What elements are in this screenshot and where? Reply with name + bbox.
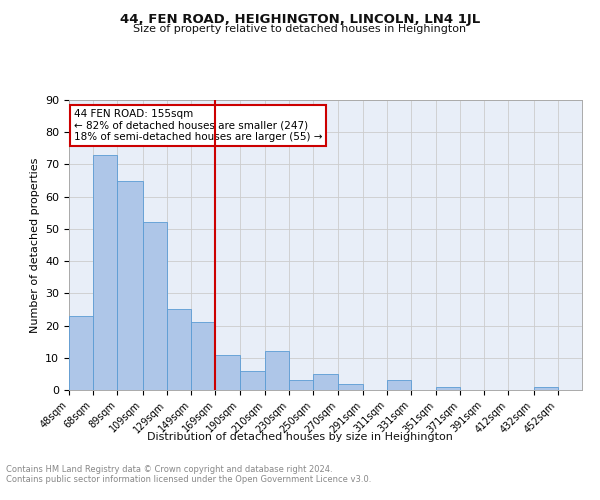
Bar [313, 374, 338, 390]
Y-axis label: Number of detached properties: Number of detached properties [29, 158, 40, 332]
Bar [338, 384, 363, 390]
Bar [69, 316, 93, 390]
Bar [533, 387, 558, 390]
Bar [143, 222, 167, 390]
Bar [387, 380, 412, 390]
Bar [191, 322, 215, 390]
Text: Distribution of detached houses by size in Heighington: Distribution of detached houses by size … [147, 432, 453, 442]
Text: 44 FEN ROAD: 155sqm
← 82% of detached houses are smaller (247)
18% of semi-detac: 44 FEN ROAD: 155sqm ← 82% of detached ho… [74, 108, 323, 142]
Text: Size of property relative to detached houses in Heighington: Size of property relative to detached ho… [133, 24, 467, 34]
Bar [265, 352, 289, 390]
Bar [118, 180, 143, 390]
Bar [289, 380, 313, 390]
Text: Contains HM Land Registry data © Crown copyright and database right 2024.
Contai: Contains HM Land Registry data © Crown c… [6, 465, 371, 484]
Bar [167, 310, 191, 390]
Bar [436, 387, 460, 390]
Bar [239, 370, 265, 390]
Text: 44, FEN ROAD, HEIGHINGTON, LINCOLN, LN4 1JL: 44, FEN ROAD, HEIGHINGTON, LINCOLN, LN4 … [120, 12, 480, 26]
Bar [93, 155, 118, 390]
Bar [215, 354, 239, 390]
